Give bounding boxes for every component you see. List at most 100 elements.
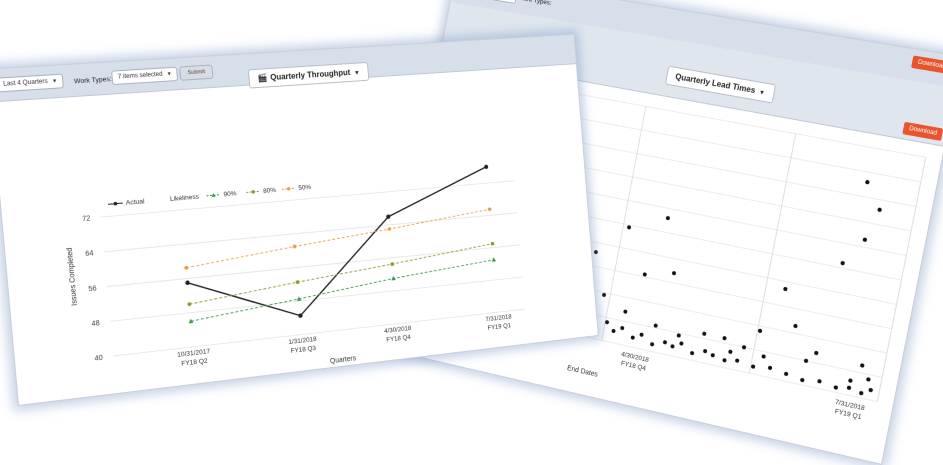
scatter-point-37 (623, 309, 628, 315)
scatter-point-28 (783, 371, 789, 377)
legend-label-p50: 50% (298, 184, 311, 192)
scatter-point-24 (722, 357, 727, 363)
throughput-series (177, 165, 499, 331)
scatter-point-60 (676, 333, 682, 338)
download-button[interactable]: Download (911, 55, 943, 75)
scatter-point-55 (761, 354, 767, 359)
throughput-y-ticks: 40 48 56 64 72 (82, 214, 103, 362)
legend-marker-actual (113, 201, 118, 206)
throughput-card: Last 4 Quarters ▼ Work Types: 7 items sel… (0, 33, 599, 407)
scatter-point-40 (642, 272, 648, 277)
scatter-point-54 (741, 344, 747, 350)
x-tick-date-1: 1/31/2018 (288, 336, 317, 346)
x-tick-date-2: 4/30/2018 (384, 325, 412, 335)
scatter-point-20 (679, 341, 684, 346)
scatter-point-29 (799, 377, 805, 383)
scatter-point-30 (817, 378, 822, 384)
x-tick-quarter-1: FY18 Q3 (290, 345, 316, 355)
x-tick-date-0: 10/31/2017 (177, 348, 211, 359)
legend-label-p90: 90% (223, 190, 237, 198)
scatter-point-34 (868, 387, 874, 393)
work-types-select[interactable]: 7 items selected ▼ (111, 66, 179, 86)
grid-line-vertical (749, 134, 795, 374)
scatter-point-13 (611, 328, 616, 334)
work-types-label: Work Types: (73, 75, 113, 86)
x-tick-quarter-0: FY18 Q2 (181, 358, 208, 368)
series-line-p50 (184, 209, 492, 268)
quarter-filter-value: Last 4 Quarters (3, 78, 49, 88)
grid-line-vertical (877, 157, 925, 401)
lead-times-title: Quarterly Lead Times (674, 72, 757, 96)
y-tick-label-1: 48 (91, 319, 100, 328)
y-tick-label-3: 64 (85, 249, 94, 258)
y-tick-label-0: 40 (94, 354, 103, 363)
scatter-point-38 (593, 249, 599, 255)
scatter-point-52 (859, 363, 865, 368)
scatter-point-18 (662, 340, 667, 345)
point-p50-1 (292, 244, 297, 249)
legend-label-actual: Actual (126, 198, 146, 207)
throughput-legend: Actual Likeliness 90% 80% 50% (108, 184, 311, 207)
clapperboard-icon: 🎬 (257, 73, 268, 83)
point-p80-2 (390, 261, 395, 267)
y-tick-label-4: 72 (82, 214, 91, 223)
point-p80-0 (187, 302, 192, 307)
legend-label-p80: 80% (263, 187, 276, 195)
grid-line (110, 277, 522, 321)
scatter-point-59 (654, 323, 659, 328)
legend-marker-p50 (286, 186, 291, 191)
quarter-filter-select[interactable]: Last 4 Quarters▼ (459, 0, 519, 5)
grid-line (104, 213, 517, 252)
chevron-down-icon: ▼ (51, 78, 58, 85)
scatter-point-19 (670, 344, 675, 349)
scatter-point-46 (793, 323, 798, 329)
throughput-grid (101, 181, 525, 356)
point-actual-0 (185, 280, 190, 286)
scatter-point-27 (767, 365, 773, 371)
scatter-point-51 (877, 207, 883, 213)
point-p80-3 (490, 241, 495, 246)
submit-button[interactable]: Submit (178, 64, 214, 81)
scatter-point-33 (858, 390, 864, 396)
scatter-point-57 (865, 377, 871, 382)
download-button-secondary[interactable]: Download (902, 121, 943, 141)
scatter-point-15 (630, 335, 636, 340)
scatter-point-41 (665, 215, 671, 221)
point-p50-0 (184, 265, 189, 270)
scatter-point-56 (803, 358, 809, 364)
quarter-filter-select[interactable]: Last 4 Quarters▼ (0, 73, 65, 93)
scatter-point-31 (833, 385, 839, 390)
point-actual-3 (484, 164, 489, 170)
legend-label-likeliness: Likeliness (170, 193, 200, 203)
x-tick-quarter-3: FY19 Q1 (487, 322, 511, 331)
lead-times-x-axis-label: End Dates (566, 365, 598, 379)
chevron-down-icon: ▼ (353, 70, 361, 77)
scatter-point-50 (864, 179, 870, 185)
scatter-point-62 (847, 378, 853, 384)
scatter-point-25 (734, 358, 740, 364)
point-p50-3 (487, 207, 492, 212)
x-tick-date-3: 7/31/2018 (485, 314, 512, 324)
point-p50-2 (387, 227, 392, 232)
legend-marker-p80 (251, 190, 256, 194)
grid-line-vertical (602, 106, 646, 340)
scatter-point-21 (689, 350, 695, 356)
grid-line (107, 245, 520, 287)
point-p80-1 (294, 279, 299, 284)
scatter-point-39 (626, 225, 632, 230)
scatter-point-61 (728, 349, 733, 355)
scatter-point-36 (601, 292, 607, 298)
y-tick-label-2: 56 (88, 284, 97, 293)
scatter-point-42 (671, 270, 677, 276)
lead-times-title-dropdown[interactable]: Quarterly Lead Times ▼ (664, 65, 776, 104)
work-types-value: 7 items selected (117, 71, 163, 81)
scatter-point-48 (840, 260, 846, 266)
scatter-point-45 (757, 328, 763, 334)
throughput-x-axis-label: Quarters (330, 354, 357, 365)
scatter-point-49 (862, 237, 868, 243)
scatter-point-47 (782, 286, 788, 292)
x-tick-quarter-2: FY18 Q4 (386, 334, 411, 344)
scatter-point-26 (750, 364, 756, 370)
point-p90-3 (491, 257, 497, 262)
